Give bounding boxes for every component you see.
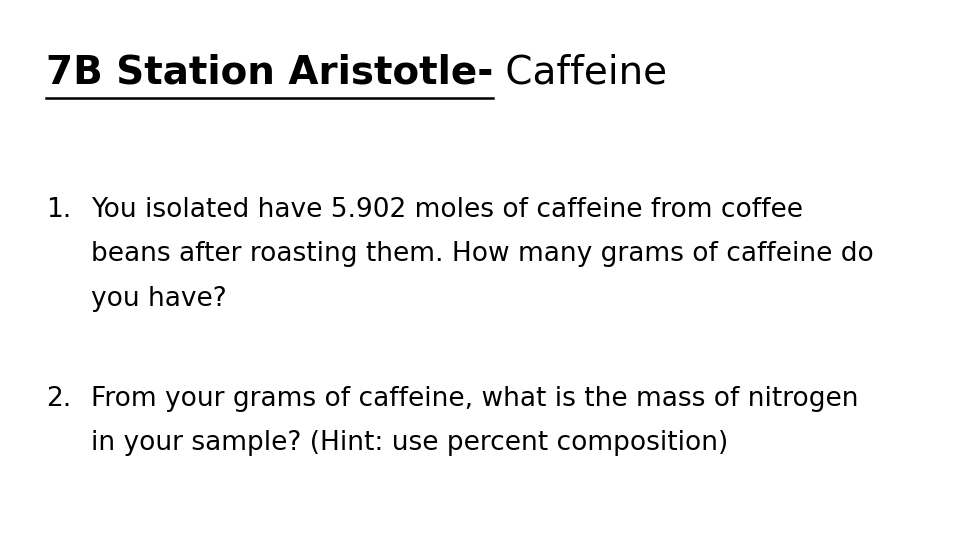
Text: 1.: 1. — [46, 197, 71, 223]
Text: in your sample? (Hint: use percent composition): in your sample? (Hint: use percent compo… — [91, 430, 729, 456]
Text: beans after roasting them. How many grams of caffeine do: beans after roasting them. How many gram… — [91, 241, 874, 267]
Text: 7B Station Aristotle-: 7B Station Aristotle- — [46, 53, 493, 92]
Text: You isolated have 5.902 moles of caffeine from coffee: You isolated have 5.902 moles of caffein… — [91, 197, 804, 223]
Text: you have?: you have? — [91, 286, 227, 312]
Text: Caffeine: Caffeine — [493, 53, 667, 92]
Text: From your grams of caffeine, what is the mass of nitrogen: From your grams of caffeine, what is the… — [91, 386, 858, 412]
Text: 2.: 2. — [46, 386, 71, 412]
